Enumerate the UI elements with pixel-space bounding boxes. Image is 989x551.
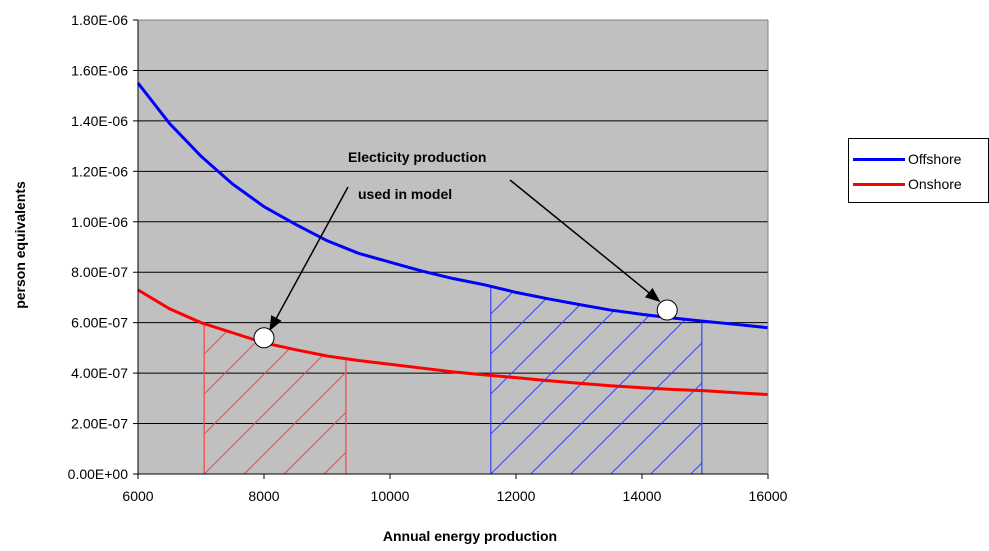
hatch-offshore <box>490 286 702 474</box>
y-tick-label: 1.80E-06 <box>71 12 128 28</box>
hatch-stroke <box>490 286 692 474</box>
marker-onshore <box>253 327 275 349</box>
y-axis-title: person equivalents <box>12 181 28 309</box>
point-markers <box>253 299 678 349</box>
marker-offshore <box>656 299 678 321</box>
legend-swatch-offshore <box>853 157 905 161</box>
hatch-stroke <box>283 323 346 474</box>
x-tick-label: 16000 <box>749 488 788 504</box>
hatch-stroke <box>204 323 346 474</box>
legend-item-onshore: Onshore <box>853 174 962 194</box>
y-tick-label: 6.00E-07 <box>71 315 128 331</box>
hatch-stroke <box>650 286 702 474</box>
legend: Offshore Onshore <box>848 138 989 203</box>
hatch-stroke <box>610 286 702 474</box>
annotation-arrow-offshore <box>509 179 661 303</box>
x-tick-labels: 6000 8000 10000 12000 14000 16000 <box>122 474 788 504</box>
series-line-onshore <box>137 288 769 397</box>
hatch-stroke <box>490 286 702 474</box>
y-tick-labels: 0.00E+00 2.00E-07 4.00E-07 6.00E-07 8.00E-07… <box>68 12 138 482</box>
x-tick-label: 10000 <box>371 488 410 504</box>
annotation-arrow-onshore <box>269 186 349 332</box>
hatch-stroke <box>490 286 702 474</box>
y-tick-label: 1.20E-06 <box>71 163 128 179</box>
x-tick-label: 12000 <box>497 488 536 504</box>
hatch-stroke <box>490 286 652 474</box>
y-tick-label: 1.60E-06 <box>71 62 128 78</box>
x-tick-label: 6000 <box>122 488 153 504</box>
y-tick-label: 4.00E-07 <box>71 365 128 381</box>
y-tick-label: 1.00E-06 <box>71 214 128 230</box>
x-axis-title: Annual energy production <box>383 528 557 544</box>
hatch-stroke <box>530 286 702 474</box>
x-tick-label: 8000 <box>248 488 279 504</box>
legend-swatch-onshore <box>853 182 905 186</box>
y-tick-label: 0.00E+00 <box>68 466 129 482</box>
legend-item-offshore: Offshore <box>853 149 961 169</box>
hatch-stroke <box>243 323 346 474</box>
y-tick-label: 1.40E-06 <box>71 113 128 129</box>
annotation-line-1: Electicity production <box>348 149 486 165</box>
annotation-line-2: used in model <box>358 186 452 202</box>
y-tick-label: 2.00E-07 <box>71 416 128 432</box>
legend-label-offshore: Offshore <box>908 151 962 167</box>
y-tick-label: 8.00E-07 <box>71 264 128 280</box>
x-tick-label: 14000 <box>623 488 662 504</box>
axes <box>137 19 769 475</box>
plot-area <box>138 20 768 474</box>
legend-label-onshore: Onshore <box>908 176 962 192</box>
annotation-arrows <box>269 179 661 332</box>
hatch-stroke <box>570 286 702 474</box>
